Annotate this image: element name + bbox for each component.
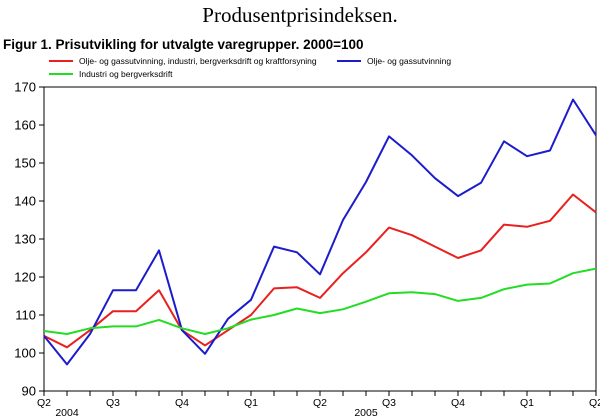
y-axis: 90 100 110 120 130 140 150 160 170 [14,80,44,399]
legend-label: Olje- og gassutvinning [367,56,451,66]
legend-label: Olje- og gassutvinning, industri, bergve… [79,56,317,66]
y-tick-label: 100 [14,346,36,361]
series-line-1 [43,193,597,349]
y-tick-label: 150 [14,156,36,171]
x-tick-label: Q3 [382,397,396,409]
y-tick-label: 120 [14,270,36,285]
x-axis: Q2 Q3 Q4 Q1 Q2 Q3 Q4 Q1 Q2 2004 2005 [37,391,600,416]
legend-label: Industri og bergverksdrift [79,69,173,79]
x-tick-label: Q1 [244,397,258,409]
y-tick-label: 140 [14,194,36,209]
series-line-2 [43,98,597,366]
series-layer [43,98,597,366]
x-tick-label: Q4 [451,397,465,409]
page-heading: Produsentprisindeksen. [202,3,398,27]
x-tick-label: Q2 [313,397,327,409]
y-tick-label: 110 [15,308,36,323]
x-year-label: 2005 [354,407,378,416]
chart-title: Figur 1. Prisutvikling for utvalgte vare… [3,37,364,52]
y-tick-label: 170 [14,80,36,95]
plot-area [43,86,597,392]
x-tick-label: Q2 [589,397,600,409]
x-year-label: 2004 [55,407,79,416]
x-tick-label: Q4 [175,397,189,409]
series-line-3 [43,267,597,335]
x-tick-label: Q1 [520,397,534,409]
y-tick-label: 130 [14,232,36,247]
y-tick-label: 90 [22,384,36,399]
x-tick-label: Q3 [106,397,120,409]
y-tick-label: 160 [14,118,36,133]
legend: Olje- og gassutvinning, industri, bergve… [49,56,451,79]
x-tick-label: Q2 [37,397,51,409]
